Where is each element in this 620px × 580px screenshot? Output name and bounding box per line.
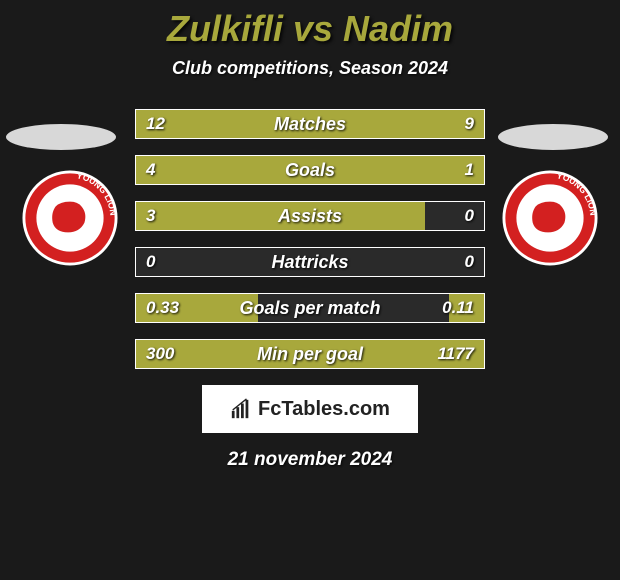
brand-box[interactable]: FcTables.com — [202, 385, 418, 433]
team-badge-left: YOUNG LIONS — [22, 170, 118, 266]
date-label: 21 november 2024 — [0, 449, 620, 471]
stat-row: 129Matches — [135, 109, 485, 139]
stat-label: Min per goal — [136, 340, 484, 368]
comparison-card: Zulkifli vs Nadim Club competitions, Sea… — [0, 0, 620, 580]
young-lions-badge-icon: YOUNG LIONS — [22, 170, 118, 266]
brand-text: FcTables.com — [258, 398, 390, 421]
player-placeholder-right — [498, 124, 608, 150]
stat-row: 3001177Min per goal — [135, 339, 485, 369]
fctables-logo-icon — [230, 398, 252, 420]
stat-row: 30Assists — [135, 201, 485, 231]
stat-label: Assists — [136, 202, 484, 230]
stat-label: Matches — [136, 110, 484, 138]
player-placeholder-left — [6, 124, 116, 150]
stats-container: 129Matches 41Goals 30Assists 00Hattricks 0.3… — [135, 109, 485, 369]
team-badge-right: YOUNG LIONS — [502, 170, 598, 266]
young-lions-badge-icon: YOUNG LIONS — [502, 170, 598, 266]
stat-row: 41Goals — [135, 155, 485, 185]
page-title: Zulkifli vs Nadim — [0, 8, 620, 50]
stat-label: Hattricks — [136, 248, 484, 276]
stat-label: Goals — [136, 156, 484, 184]
subtitle: Club competitions, Season 2024 — [0, 58, 620, 79]
stat-label: Goals per match — [136, 294, 484, 322]
stat-row: 0.330.11Goals per match — [135, 293, 485, 323]
stat-row: 00Hattricks — [135, 247, 485, 277]
